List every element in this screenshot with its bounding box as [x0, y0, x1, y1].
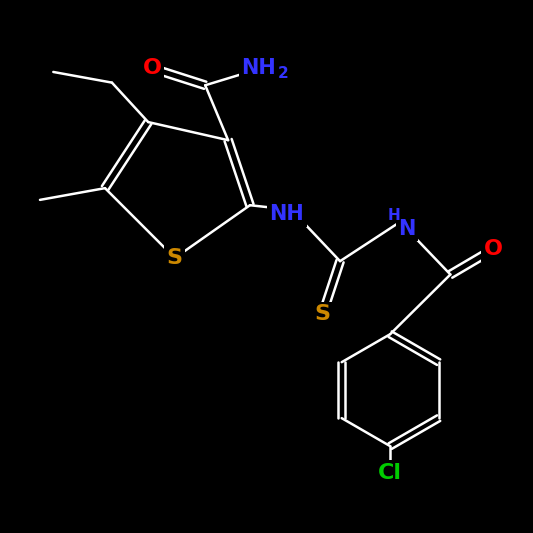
- Text: H: H: [388, 208, 401, 223]
- Text: S: S: [167, 248, 183, 268]
- Text: 2: 2: [278, 66, 289, 81]
- Text: Cl: Cl: [378, 463, 402, 483]
- Text: S: S: [314, 304, 330, 325]
- Text: O: O: [483, 239, 503, 260]
- Text: NH: NH: [269, 204, 304, 224]
- Text: O: O: [142, 58, 161, 78]
- Text: NH: NH: [241, 58, 276, 78]
- Text: N: N: [399, 219, 416, 239]
